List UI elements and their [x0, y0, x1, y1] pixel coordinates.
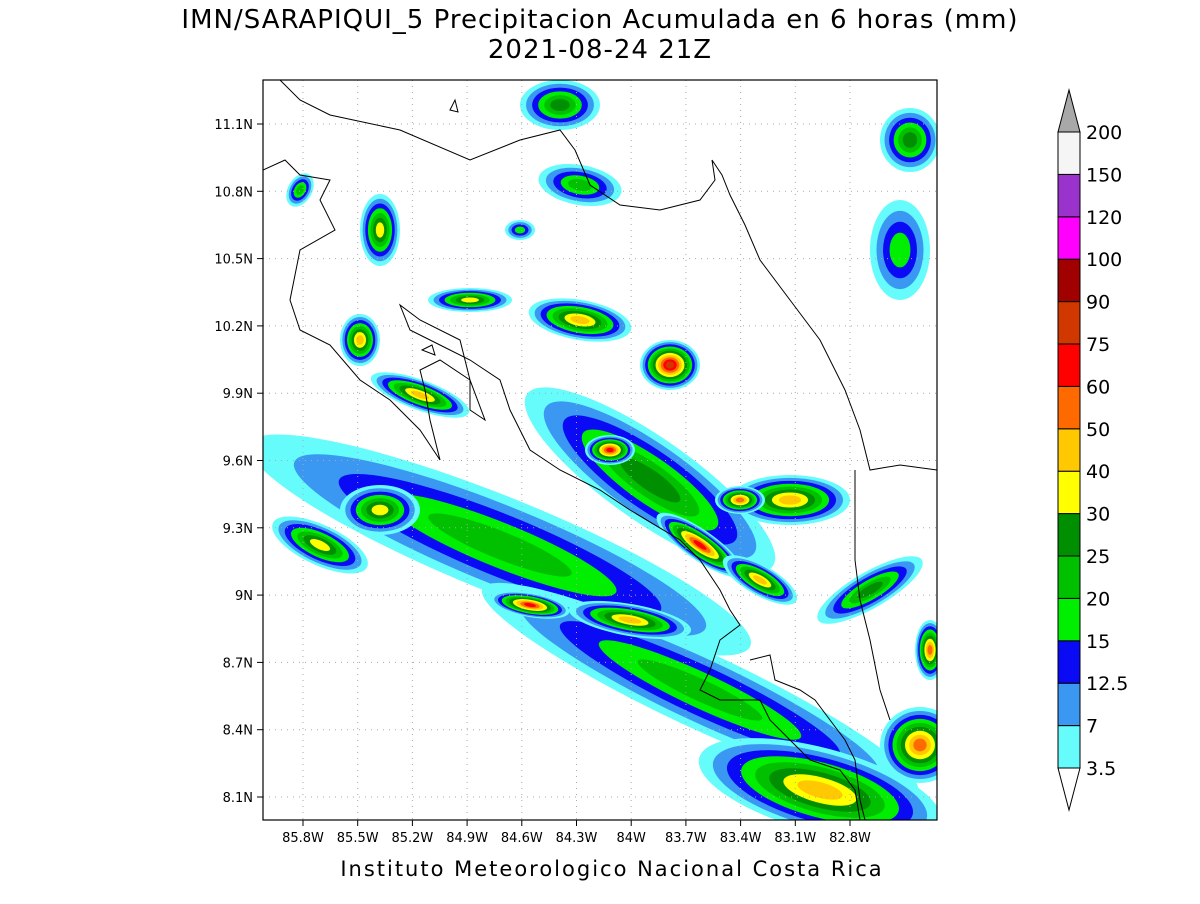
y-tick-label: 10.5N: [214, 253, 253, 268]
precip-area: [889, 232, 911, 268]
grid: 85.8W 85.5W 85.2W 84.9W 84.6W 84.3W 84W 83.7W 83…: [214, 80, 937, 846]
precip-area: [778, 495, 802, 505]
precip-field: [263, 80, 937, 820]
precip-area: [428, 513, 572, 577]
colorbar-box: [1057, 597, 1081, 642]
colorbar: 3.5 7 12.5 15 20 25 30 40 50 60 75 90 100 120 150 200: [1057, 88, 1128, 812]
x-tick-label: 84.6W: [501, 831, 543, 846]
y-tick-label: 11.1N: [214, 118, 253, 133]
y-tick-label: 9N: [235, 589, 253, 604]
colorbar-label: 75: [1086, 334, 1110, 356]
colorbar-label: 15: [1086, 631, 1110, 653]
precip-area: [514, 226, 526, 234]
colorbar-box: [1057, 216, 1081, 260]
y-tick-label: 8.7N: [223, 656, 253, 671]
colorbar-label: 50: [1086, 419, 1110, 441]
precip-area: [619, 457, 681, 503]
precip-area: [857, 581, 883, 599]
colorbar-label: 20: [1086, 588, 1110, 610]
border-east: [854, 470, 891, 721]
precip-area: [356, 335, 364, 345]
x-tick-label: 85.8W: [282, 831, 324, 846]
footer: Instituto Meteorologico Nacional Costa R…: [340, 857, 883, 881]
precip-area: [902, 132, 918, 148]
x-tick-label: 84.3W: [556, 831, 598, 846]
colorbar-label: 200: [1086, 122, 1122, 144]
colorbar-label: 7: [1086, 716, 1098, 738]
precip-area: [570, 315, 590, 325]
x-tick-label: 82.8W: [829, 831, 871, 846]
x-tick-label: 84W: [616, 831, 646, 846]
coastlines: [263, 80, 937, 820]
precip-area: [735, 497, 745, 503]
y-tick-label: 8.4N: [223, 724, 253, 739]
colorbar-label: 30: [1086, 504, 1110, 526]
colorbar-label: 120: [1086, 207, 1122, 229]
precip-area: [410, 390, 430, 400]
precip-area: [550, 98, 570, 112]
colorbar-label: 40: [1086, 461, 1110, 483]
colorbar-box: [1057, 682, 1081, 727]
x-tick-label: 83.7W: [665, 831, 707, 846]
colorbar-label: 100: [1086, 249, 1122, 271]
precip-area: [797, 780, 843, 800]
colorbar-box: [1057, 385, 1081, 430]
precip-area: [524, 602, 536, 608]
x-tick-label: 85.5W: [337, 831, 379, 846]
precip-area: [568, 178, 592, 192]
colorbar-box: [1057, 343, 1081, 387]
colorbar-box: [1057, 131, 1081, 175]
colorbar-box: [1057, 640, 1081, 684]
colorbar-box: [1057, 725, 1081, 769]
precip-area: [753, 575, 767, 585]
title: IMN/SARAPIQUI_5 Precipitacion Acumulada …: [181, 5, 1018, 35]
colorbar-label: 3.5: [1086, 758, 1116, 780]
precip-area: [927, 645, 933, 655]
colorbar-box: [1057, 428, 1081, 472]
colorbar-box: [1057, 301, 1081, 345]
colorbar-label: 90: [1086, 292, 1110, 314]
x-tick-label: 85.2W: [391, 831, 433, 846]
precip-area: [461, 297, 479, 303]
coast-pacific: [263, 159, 861, 820]
precip-area: [371, 504, 389, 516]
x-tick-label: 83.4W: [720, 831, 762, 846]
colorbar-box: [1057, 258, 1081, 303]
colorbar-box: [1057, 513, 1081, 557]
precip-area: [665, 361, 675, 369]
colorbar-label: 150: [1086, 164, 1122, 186]
precip-area: [693, 540, 707, 550]
subtitle: 2021-08-24 21Z: [488, 35, 712, 65]
precip-area: [296, 185, 304, 195]
colorbar-label: 25: [1086, 546, 1110, 568]
border-panama: [749, 654, 866, 820]
y-tick-label: 8.1N: [223, 791, 253, 806]
precip-area: [618, 616, 642, 624]
x-tick-label: 84.9W: [446, 831, 488, 846]
lakes: [420, 98, 459, 356]
colorbar-above: [1057, 88, 1081, 133]
y-tick-label: 10.8N: [214, 185, 253, 200]
border-north-caribbean: [279, 80, 937, 471]
y-tick-label: 9.6N: [223, 455, 253, 470]
precip-area: [375, 222, 385, 238]
colorbar-box: [1057, 555, 1081, 599]
colorbar-label: 60: [1086, 376, 1110, 398]
y-tick-label: 9.3N: [223, 522, 253, 537]
x-tick-label: 83.1W: [774, 831, 816, 846]
precip-area: [309, 539, 331, 551]
y-tick-label: 9.9N: [223, 387, 253, 402]
colorbar-box: [1057, 173, 1081, 218]
colorbar-box: [1057, 470, 1081, 515]
precip-area: [606, 447, 614, 453]
precip-area: [913, 738, 927, 752]
y-tick-label: 10.2N: [214, 320, 253, 335]
colorbar-below: [1057, 767, 1081, 812]
colorbar-label: 12.5: [1086, 673, 1128, 695]
map-frame: [262, 79, 938, 821]
